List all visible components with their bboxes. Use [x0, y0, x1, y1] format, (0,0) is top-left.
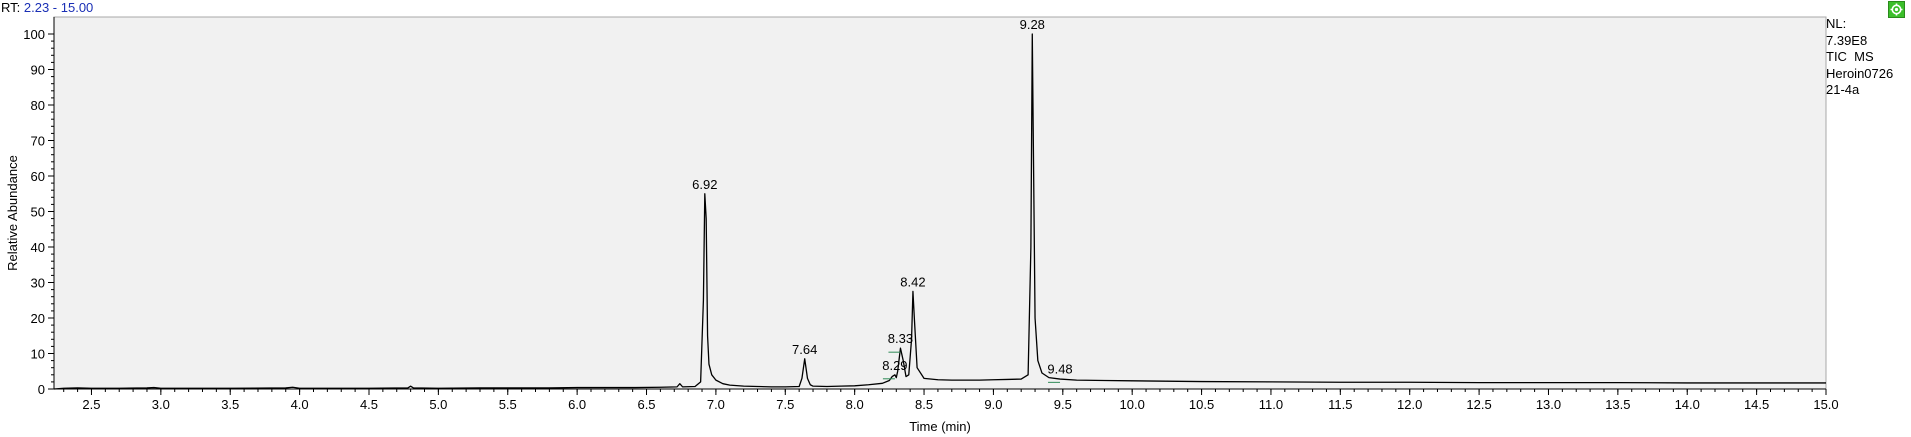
- x-tick-label: 5.0: [429, 397, 447, 412]
- x-tick-label: 5.5: [499, 397, 517, 412]
- y-tick-label: 100: [23, 27, 45, 42]
- info-scan-type: TIC MS: [1826, 49, 1874, 64]
- x-tick-label: 12.5: [1466, 397, 1491, 412]
- x-tick-label: 11.5: [1328, 397, 1352, 412]
- peak-label: 6.92: [692, 177, 717, 192]
- x-tick-label: 7.0: [707, 397, 725, 412]
- x-axis: 2.5 3.0 3.5 4.0 4.5 5.0 5.5 6.0 6.5 7.0 7.5 8.0 8.5 9…: [54, 388, 1839, 412]
- y-tick-label: 20: [31, 311, 45, 326]
- x-tick-label: 6.0: [568, 397, 586, 412]
- x-tick-label: 9.5: [1054, 397, 1072, 412]
- y-tick-label: 80: [31, 98, 45, 113]
- y-tick-label: 60: [31, 169, 45, 184]
- peak-labels: 6.92 7.64 8.29 8.33 8.42 9.28 9.48: [692, 17, 1073, 376]
- x-tick-label: 8.0: [846, 397, 864, 412]
- gear-icon[interactable]: [1888, 1, 1905, 18]
- info-nl-value: 7.39E8: [1826, 32, 1868, 48]
- x-tick-label: 10.0: [1120, 397, 1145, 412]
- x-tick-label: 15.0: [1813, 397, 1838, 412]
- plot-area: [53, 16, 1827, 390]
- x-tick-label: 12.0: [1397, 397, 1422, 412]
- peak-label: 9.48: [1047, 361, 1072, 376]
- x-tick-label: 6.5: [637, 397, 655, 412]
- x-tick-label: 14.0: [1675, 397, 1700, 412]
- rt-range-label: RT: 2.23 - 15.00: [1, 0, 93, 15]
- y-tick-label: 40: [31, 240, 45, 255]
- peak-label: 7.64: [792, 342, 817, 357]
- y-tick-label: 30: [31, 276, 45, 291]
- y-tick-label: 0: [38, 382, 45, 397]
- x-tick-label: 13.5: [1605, 397, 1630, 412]
- x-tick-label: 7.5: [776, 397, 794, 412]
- x-tick-label: 14.5: [1744, 397, 1769, 412]
- x-tick-label: 4.0: [291, 397, 309, 412]
- peak-marker-layer: [882, 351, 1061, 383]
- x-tick-label: 11.0: [1259, 397, 1283, 412]
- x-tick-label: 3.0: [152, 397, 170, 412]
- x-tick-label: 2.5: [82, 397, 100, 412]
- scan-info: NL: 7.39E8 TIC MS Heroin0726 21-4a: [1826, 16, 1893, 99]
- x-axis-title: Time (min): [909, 419, 971, 434]
- x-tick-label: 4.5: [360, 397, 378, 412]
- rt-range-value: 2.23 - 15.00: [23, 0, 94, 15]
- y-tick-label: 50: [31, 205, 45, 220]
- y-tick-label: 70: [31, 134, 45, 149]
- peak-label: 9.28: [1020, 17, 1045, 32]
- x-tick-label: 10.5: [1189, 397, 1214, 412]
- rt-prefix: RT:: [1, 0, 21, 15]
- peak-label: 8.29: [882, 358, 907, 373]
- peak-label: 8.42: [900, 274, 925, 289]
- info-sample-name: Heroin0726: [1826, 65, 1894, 81]
- peak-label: 8.33: [888, 331, 913, 346]
- y-tick-label: 90: [31, 63, 45, 78]
- y-tick-label: 10: [31, 347, 45, 362]
- info-nl-label: NL:: [1826, 16, 1847, 31]
- x-tick-label: 8.5: [915, 397, 933, 412]
- x-tick-label: 9.0: [984, 397, 1002, 412]
- y-axis-title: Relative Abundance: [5, 155, 20, 271]
- x-tick-label: 13.0: [1536, 397, 1561, 412]
- info-sample-suffix: 21-4a: [1826, 82, 1860, 97]
- x-tick-label: 3.5: [221, 397, 239, 412]
- trace-layer: [53, 33, 1826, 390]
- y-axis: 0 10 20 30 40 50 60 70 80 90 100: [23, 17, 55, 397]
- tic-trace: [53, 33, 1826, 390]
